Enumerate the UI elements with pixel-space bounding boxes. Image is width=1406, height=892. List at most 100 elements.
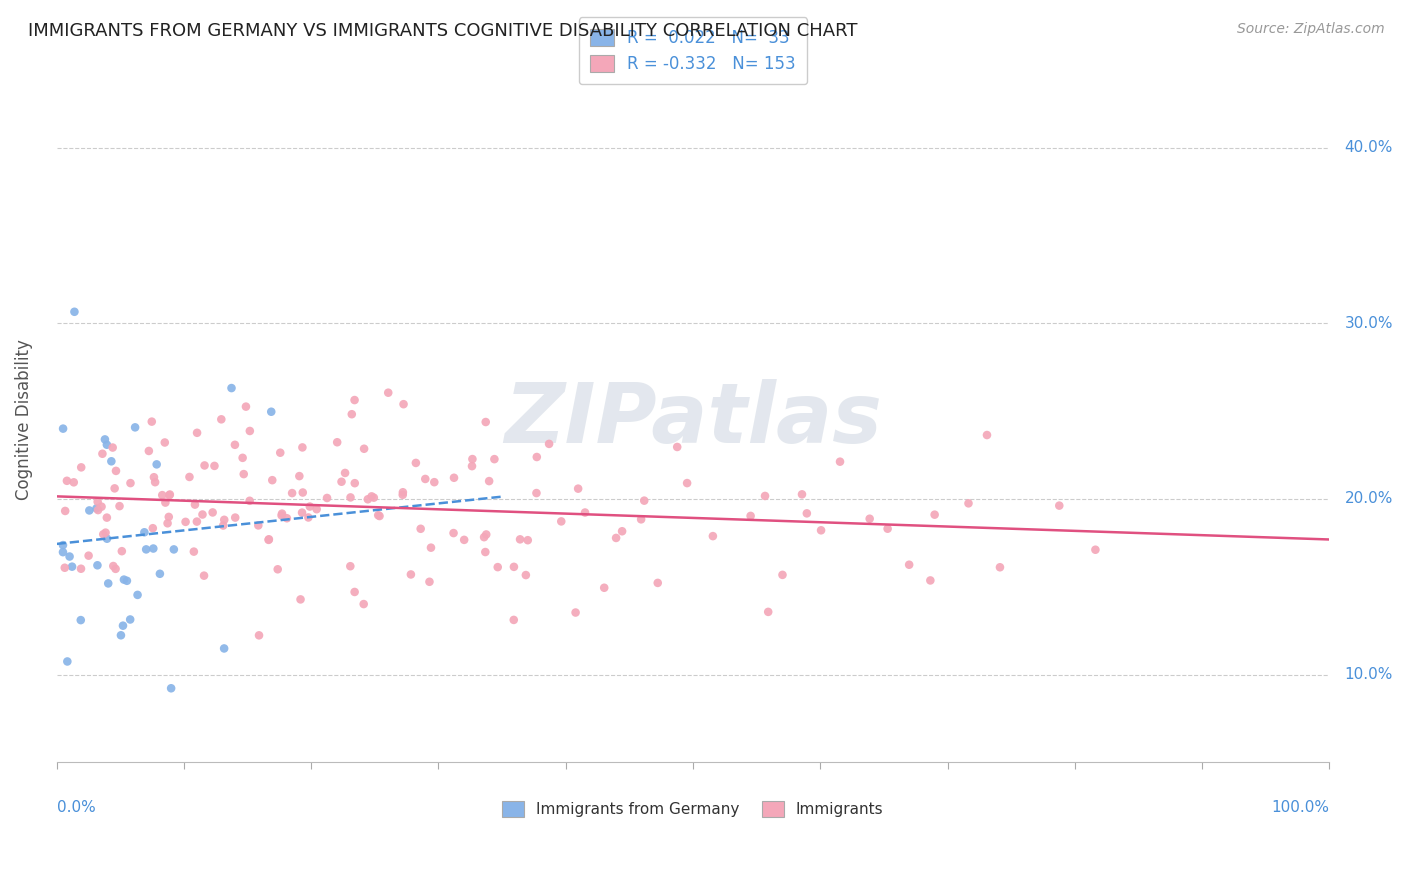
Point bbox=[135, 542, 157, 557]
Point bbox=[91, 447, 114, 461]
Point bbox=[201, 505, 224, 519]
Point bbox=[271, 507, 294, 521]
Point bbox=[339, 559, 361, 574]
Point bbox=[94, 433, 117, 447]
Point bbox=[605, 531, 627, 545]
Point bbox=[339, 491, 361, 505]
Point bbox=[193, 458, 215, 473]
Point bbox=[538, 437, 561, 451]
Point bbox=[472, 530, 495, 544]
Point bbox=[316, 491, 339, 505]
Point bbox=[120, 476, 142, 491]
Point bbox=[924, 508, 946, 522]
Point bbox=[60, 559, 83, 574]
Point bbox=[1047, 499, 1070, 513]
Point bbox=[516, 533, 538, 548]
Point bbox=[221, 381, 243, 395]
Point bbox=[391, 488, 413, 502]
Point bbox=[810, 524, 832, 538]
Point bbox=[157, 488, 180, 502]
Point bbox=[363, 491, 385, 505]
Point bbox=[142, 541, 165, 556]
Point bbox=[564, 606, 586, 620]
Point bbox=[52, 538, 75, 552]
Point bbox=[174, 515, 197, 529]
Point bbox=[291, 506, 314, 520]
Text: 0.0%: 0.0% bbox=[56, 800, 96, 815]
Point bbox=[56, 474, 79, 488]
Point bbox=[876, 522, 898, 536]
Point bbox=[159, 487, 181, 501]
Point bbox=[186, 515, 208, 529]
Point bbox=[443, 471, 465, 485]
Point bbox=[550, 515, 572, 529]
Point bbox=[976, 428, 998, 442]
Point bbox=[257, 533, 280, 547]
Point bbox=[647, 575, 669, 590]
Point bbox=[343, 476, 366, 491]
Point bbox=[267, 562, 290, 576]
Point bbox=[610, 524, 633, 539]
Text: 20.0%: 20.0% bbox=[1344, 491, 1393, 507]
Point bbox=[209, 412, 232, 426]
Point bbox=[101, 441, 124, 455]
Point bbox=[409, 522, 432, 536]
Point bbox=[756, 605, 779, 619]
Point bbox=[141, 415, 163, 429]
Point bbox=[111, 618, 134, 632]
Point bbox=[676, 476, 699, 491]
Point bbox=[486, 560, 509, 574]
Point bbox=[157, 509, 180, 524]
Point bbox=[111, 544, 134, 558]
Legend: Immigrants from Germany, Immigrants: Immigrants from Germany, Immigrants bbox=[496, 795, 890, 823]
Point bbox=[484, 452, 506, 467]
Text: 10.0%: 10.0% bbox=[1344, 667, 1393, 682]
Point bbox=[461, 459, 484, 474]
Point bbox=[62, 475, 84, 490]
Point bbox=[212, 641, 235, 656]
Point bbox=[52, 422, 75, 436]
Point bbox=[276, 511, 298, 525]
Point bbox=[96, 532, 118, 546]
Point bbox=[134, 525, 156, 540]
Point bbox=[360, 489, 382, 503]
Point bbox=[413, 472, 436, 486]
Point bbox=[232, 467, 254, 482]
Point bbox=[772, 567, 794, 582]
Point bbox=[97, 576, 120, 591]
Point bbox=[153, 435, 176, 450]
Point bbox=[212, 518, 235, 533]
Point bbox=[142, 470, 165, 484]
Point bbox=[224, 438, 246, 452]
Point bbox=[305, 502, 328, 516]
Point bbox=[503, 559, 526, 574]
Point bbox=[150, 488, 173, 502]
Point bbox=[353, 597, 375, 611]
Point bbox=[52, 545, 75, 559]
Point bbox=[86, 495, 108, 509]
Point bbox=[326, 435, 349, 450]
Point bbox=[957, 496, 980, 510]
Text: IMMIGRANTS FROM GERMANY VS IMMIGRANTS COGNITIVE DISABILITY CORRELATION CHART: IMMIGRANTS FROM GERMANY VS IMMIGRANTS CO… bbox=[28, 22, 858, 40]
Point bbox=[79, 503, 101, 517]
Point bbox=[103, 559, 125, 574]
Point bbox=[77, 549, 100, 563]
Point bbox=[239, 493, 262, 508]
Point bbox=[108, 499, 131, 513]
Point bbox=[58, 549, 80, 564]
Point bbox=[567, 482, 589, 496]
Point bbox=[96, 510, 118, 524]
Point bbox=[160, 681, 183, 696]
Point bbox=[790, 487, 813, 501]
Point bbox=[526, 450, 548, 464]
Point bbox=[754, 489, 776, 503]
Point bbox=[740, 508, 762, 523]
Point bbox=[353, 442, 375, 456]
Point bbox=[142, 521, 165, 535]
Point bbox=[115, 574, 138, 588]
Point bbox=[288, 469, 311, 483]
Point bbox=[418, 574, 440, 589]
Point bbox=[405, 456, 427, 470]
Point bbox=[796, 507, 818, 521]
Y-axis label: Cognitive Disability: Cognitive Disability bbox=[15, 340, 32, 500]
